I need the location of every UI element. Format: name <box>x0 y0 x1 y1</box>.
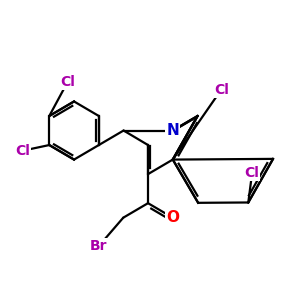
Text: Cl: Cl <box>60 75 75 89</box>
Text: Cl: Cl <box>15 144 30 158</box>
Text: Cl: Cl <box>214 82 229 97</box>
Text: N: N <box>167 123 179 138</box>
Text: O: O <box>166 210 179 225</box>
Text: Cl: Cl <box>244 167 260 180</box>
Text: Br: Br <box>90 239 107 254</box>
